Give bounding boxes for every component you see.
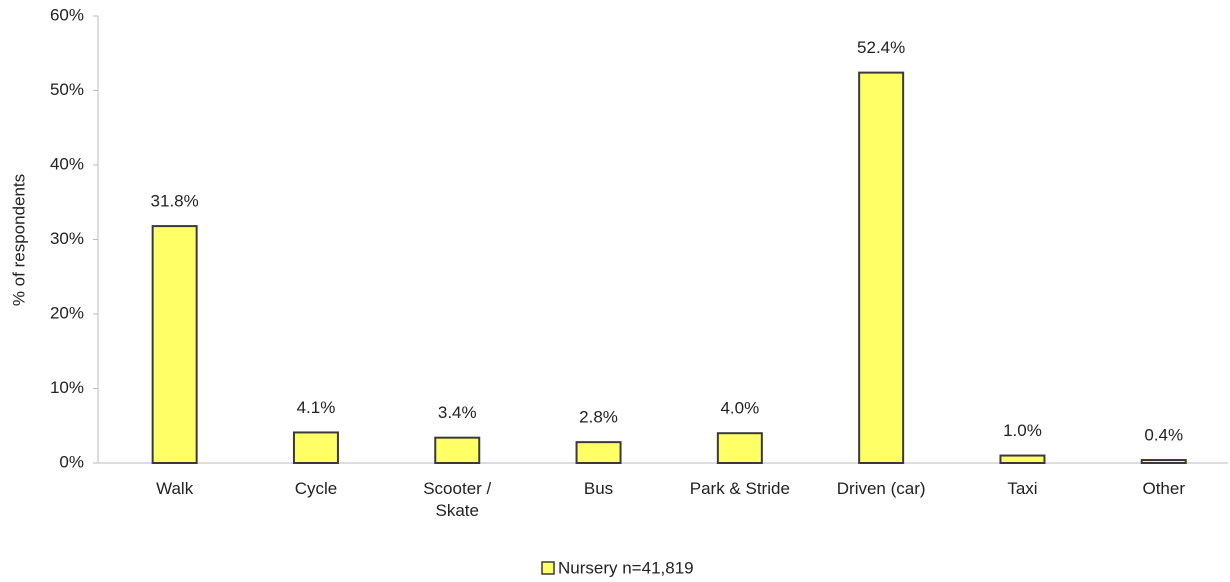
value-label: 0.4% [1144, 426, 1183, 445]
legend-label: Nursery n=41,819 [558, 558, 694, 577]
x-tick-label: Park & Stride [689, 479, 790, 498]
x-tick-label: Cycle [294, 479, 338, 498]
x-tick-label: Bus [583, 479, 614, 498]
bar [575, 441, 622, 465]
y-tick-label: 40% [50, 154, 84, 173]
value-label: 3.4% [438, 403, 477, 422]
value-label: 52.4% [857, 38, 905, 57]
x-tick-label: Other [1142, 479, 1185, 498]
value-label: 2.8% [579, 408, 618, 427]
bar [858, 71, 905, 465]
y-tick-label: 10% [50, 378, 84, 397]
bar [1140, 459, 1187, 464]
x-tick-label: Walk [156, 479, 194, 498]
bar [999, 454, 1046, 464]
bar [151, 225, 198, 464]
bar [716, 432, 763, 465]
x-tick-label: Driven (car) [836, 479, 926, 498]
y-tick-label: 60% [50, 5, 84, 24]
legend-swatch [541, 561, 555, 575]
x-tick-label: Scooter / Skate [423, 479, 492, 520]
y-tick-label: 0% [59, 452, 84, 471]
x-tick-label: Taxi [1007, 479, 1038, 498]
value-label: 4.0% [720, 399, 759, 418]
y-tick-label: 20% [50, 303, 84, 322]
bar [292, 431, 339, 464]
y-tick-label: 30% [50, 229, 84, 248]
value-label: 1.0% [1003, 421, 1042, 440]
y-axis-label: % of respondents [9, 174, 28, 306]
value-label: 4.1% [297, 398, 336, 417]
bar [434, 436, 481, 465]
value-label: 31.8% [151, 192, 199, 211]
y-tick-label: 50% [50, 80, 84, 99]
